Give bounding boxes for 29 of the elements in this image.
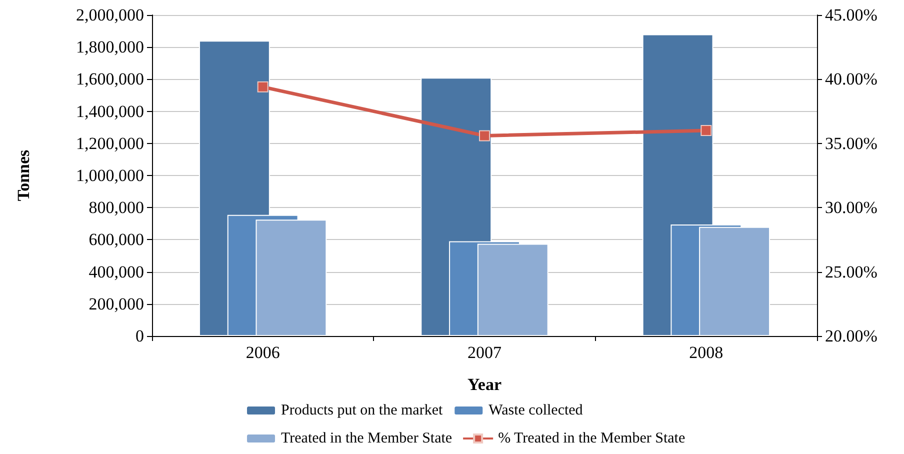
x-tick-label: 2008 — [689, 343, 724, 362]
y2-tick-label: 35.00% — [825, 134, 878, 153]
legend-label: Treated in the Member State — [281, 430, 452, 446]
x-axis-title: Year — [468, 375, 502, 394]
y2-tick-label: 25.00% — [825, 262, 878, 282]
y2-tick-label: 40.00% — [825, 70, 878, 89]
y-tick-label: 2,000,000 — [76, 6, 144, 24]
y-tick-label: 800,000 — [88, 198, 144, 218]
y2-tick-label: 30.00% — [825, 198, 878, 218]
x-tick-label: 2007 — [468, 343, 502, 362]
y2-tick-label: 20.00% — [825, 326, 878, 346]
legend-label: Products put on the market — [281, 402, 444, 418]
y-axis-title: Tonnes — [14, 149, 33, 202]
point — [257, 81, 268, 92]
point — [479, 130, 490, 142]
legend-label: Waste collected — [488, 402, 584, 418]
y-tick-label: 1,200,000 — [76, 134, 144, 153]
y2-tick-label: 45.00% — [825, 6, 878, 24]
y-tick-label: 1,800,000 — [76, 38, 144, 57]
y-tick-label: 200,000 — [88, 294, 144, 314]
point — [700, 125, 712, 136]
y-tick-label: 1,600,000 — [76, 70, 144, 89]
y-tick-label: 0 — [136, 326, 144, 346]
y-tick-label: 600,000 — [88, 230, 144, 250]
y-tick-label: 400,000 — [88, 262, 144, 282]
legend-label: % Treated in the Member State — [498, 430, 686, 446]
y-tick-label: 1,000,000 — [76, 166, 144, 185]
x-tick-label: 2006 — [246, 343, 280, 362]
y-tick-label: 1,400,000 — [76, 102, 144, 121]
